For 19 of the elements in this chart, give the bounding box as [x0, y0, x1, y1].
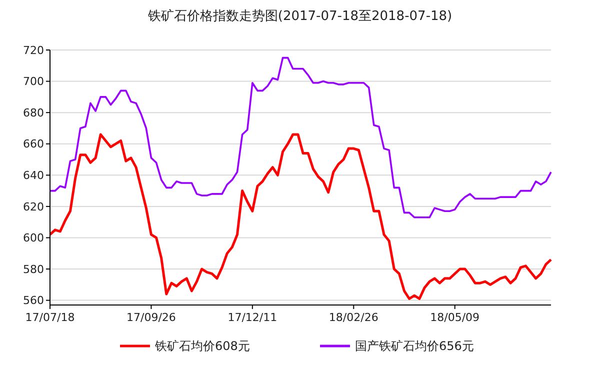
y-tick-label: 640 [23, 169, 44, 182]
x-tick-label: 17/09/26 [126, 311, 176, 324]
legend-label: 国产铁矿石均价656元 [355, 339, 474, 353]
line-series [49, 56, 552, 218]
x-tick-label: 17/07/18 [25, 311, 75, 324]
y-tick-label: 720 [23, 44, 44, 57]
y-tick-label: 700 [23, 75, 44, 88]
y-tick-label: 680 [23, 106, 44, 120]
x-tick-label: 18/05/09 [430, 311, 480, 324]
x-tick-label: 17/12/11 [228, 311, 278, 324]
y-tick-label: 660 [23, 138, 44, 151]
legend-label: 铁矿石均价608元 [154, 339, 250, 353]
y-tick-label: 600 [23, 232, 44, 245]
line-series [48, 133, 552, 300]
chart-title: 铁矿石价格指数走势图(2017-07-18至2018-07-18) [146, 9, 452, 24]
x-tick-label: 18/02/26 [328, 311, 378, 324]
y-tick-label: 560 [23, 294, 44, 308]
y-tick-label: 620 [23, 200, 44, 214]
y-tick-label: 580 [23, 262, 44, 276]
